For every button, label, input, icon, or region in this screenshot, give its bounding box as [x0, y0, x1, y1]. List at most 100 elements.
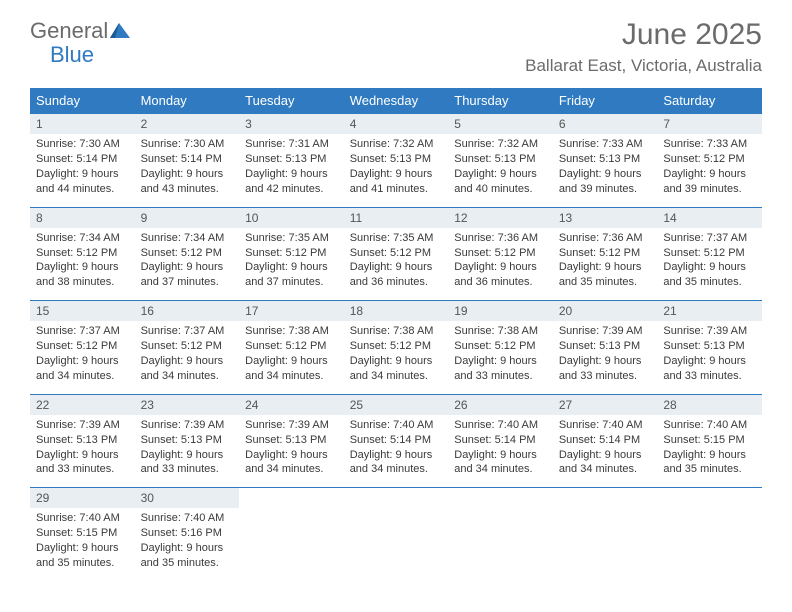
sunrise-text: Sunrise: 7:39 AM [141, 418, 234, 433]
day-number: 10 [239, 208, 344, 228]
day-number: 14 [657, 208, 762, 228]
daylight-text-2: and 38 minutes. [36, 275, 129, 290]
day-cell: 13Sunrise: 7:36 AMSunset: 5:12 PMDayligh… [553, 207, 658, 301]
location: Ballarat East, Victoria, Australia [525, 56, 762, 76]
sunrise-text: Sunrise: 7:39 AM [36, 418, 129, 433]
daylight-text-1: Daylight: 9 hours [663, 354, 756, 369]
sunset-text: Sunset: 5:12 PM [141, 246, 234, 261]
sunset-text: Sunset: 5:13 PM [350, 152, 443, 167]
daylight-text-1: Daylight: 9 hours [559, 167, 652, 182]
sunset-text: Sunset: 5:13 PM [245, 433, 338, 448]
day-number: 18 [344, 301, 449, 321]
day-number: 29 [30, 488, 135, 508]
sunrise-text: Sunrise: 7:39 AM [559, 324, 652, 339]
weekday-header-row: Sunday Monday Tuesday Wednesday Thursday… [30, 88, 762, 114]
daylight-text-2: and 33 minutes. [141, 462, 234, 477]
daylight-text-2: and 34 minutes. [36, 369, 129, 384]
logo-blue-row: Blue [50, 42, 94, 68]
daylight-text-2: and 34 minutes. [454, 462, 547, 477]
sunset-text: Sunset: 5:13 PM [245, 152, 338, 167]
sunset-text: Sunset: 5:15 PM [663, 433, 756, 448]
sunset-text: Sunset: 5:12 PM [36, 246, 129, 261]
sunset-text: Sunset: 5:13 PM [141, 433, 234, 448]
sunrise-text: Sunrise: 7:34 AM [36, 231, 129, 246]
weekday-header: Wednesday [344, 88, 449, 114]
day-cell: 23Sunrise: 7:39 AMSunset: 5:13 PMDayligh… [135, 394, 240, 488]
day-cell: 19Sunrise: 7:38 AMSunset: 5:12 PMDayligh… [448, 301, 553, 395]
daylight-text-1: Daylight: 9 hours [36, 448, 129, 463]
sunrise-text: Sunrise: 7:40 AM [663, 418, 756, 433]
daylight-text-1: Daylight: 9 hours [245, 354, 338, 369]
daylight-text-1: Daylight: 9 hours [245, 260, 338, 275]
daylight-text-2: and 41 minutes. [350, 182, 443, 197]
day-number: 5 [448, 114, 553, 134]
daylight-text-1: Daylight: 9 hours [350, 354, 443, 369]
sunrise-text: Sunrise: 7:40 AM [36, 511, 129, 526]
weekday-header: Friday [553, 88, 658, 114]
day-number: 17 [239, 301, 344, 321]
daylight-text-1: Daylight: 9 hours [36, 260, 129, 275]
sunrise-text: Sunrise: 7:38 AM [350, 324, 443, 339]
sunset-text: Sunset: 5:14 PM [141, 152, 234, 167]
page-header: General June 2025 Ballarat East, Victori… [0, 0, 792, 82]
daylight-text-2: and 37 minutes. [245, 275, 338, 290]
daylight-text-2: and 35 minutes. [663, 462, 756, 477]
daylight-text-2: and 35 minutes. [559, 275, 652, 290]
daylight-text-1: Daylight: 9 hours [141, 354, 234, 369]
daylight-text-2: and 34 minutes. [559, 462, 652, 477]
day-number: 23 [135, 395, 240, 415]
day-cell: 14Sunrise: 7:37 AMSunset: 5:12 PMDayligh… [657, 207, 762, 301]
daylight-text-1: Daylight: 9 hours [454, 448, 547, 463]
logo: General [30, 18, 132, 44]
day-number: 27 [553, 395, 658, 415]
logo-triangle-icon [110, 20, 130, 43]
day-number: 20 [553, 301, 658, 321]
daylight-text-2: and 35 minutes. [663, 275, 756, 290]
day-cell: 28Sunrise: 7:40 AMSunset: 5:15 PMDayligh… [657, 394, 762, 488]
day-number: 11 [344, 208, 449, 228]
day-number: 19 [448, 301, 553, 321]
daylight-text-2: and 33 minutes. [36, 462, 129, 477]
sunrise-text: Sunrise: 7:39 AM [663, 324, 756, 339]
sunrise-text: Sunrise: 7:37 AM [36, 324, 129, 339]
daylight-text-2: and 39 minutes. [663, 182, 756, 197]
daylight-text-1: Daylight: 9 hours [663, 167, 756, 182]
calendar-body: 1Sunrise: 7:30 AMSunset: 5:14 PMDaylight… [30, 114, 762, 581]
day-cell: 10 Sunrise: 7:35 AMSunset: 5:12 PMDayligh… [239, 207, 344, 301]
calendar-row: 22Sunrise: 7:39 AMSunset: 5:13 PMDayligh… [30, 394, 762, 488]
weekday-header: Saturday [657, 88, 762, 114]
sunrise-text: Sunrise: 7:40 AM [454, 418, 547, 433]
day-number: 1 [30, 114, 135, 134]
daylight-text-2: and 34 minutes. [350, 369, 443, 384]
day-cell: 6Sunrise: 7:33 AMSunset: 5:13 PMDaylight… [553, 114, 658, 208]
sunset-text: Sunset: 5:12 PM [245, 246, 338, 261]
daylight-text-2: and 35 minutes. [141, 556, 234, 571]
day-cell: 9Sunrise: 7:34 AMSunset: 5:12 PMDaylight… [135, 207, 240, 301]
daylight-text-1: Daylight: 9 hours [454, 260, 547, 275]
sunset-text: Sunset: 5:14 PM [559, 433, 652, 448]
daylight-text-1: Daylight: 9 hours [245, 448, 338, 463]
day-cell: 7Sunrise: 7:33 AMSunset: 5:12 PMDaylight… [657, 114, 762, 208]
day-cell [553, 488, 658, 581]
day-number: 25 [344, 395, 449, 415]
weekday-header: Tuesday [239, 88, 344, 114]
day-number: 30 [135, 488, 240, 508]
calendar-row: 15Sunrise: 7:37 AMSunset: 5:12 PMDayligh… [30, 301, 762, 395]
day-number: 13 [553, 208, 658, 228]
daylight-text-2: and 33 minutes. [559, 369, 652, 384]
daylight-text-1: Daylight: 9 hours [350, 448, 443, 463]
daylight-text-1: Daylight: 9 hours [559, 260, 652, 275]
day-cell: 30Sunrise: 7:40 AMSunset: 5:16 PMDayligh… [135, 488, 240, 581]
day-cell: 5Sunrise: 7:32 AMSunset: 5:13 PMDaylight… [448, 114, 553, 208]
sunset-text: Sunset: 5:12 PM [663, 152, 756, 167]
sunset-text: Sunset: 5:12 PM [454, 339, 547, 354]
sunrise-text: Sunrise: 7:35 AM [245, 231, 338, 246]
sunset-text: Sunset: 5:14 PM [454, 433, 547, 448]
day-cell [448, 488, 553, 581]
daylight-text-2: and 44 minutes. [36, 182, 129, 197]
day-cell [239, 488, 344, 581]
daylight-text-1: Daylight: 9 hours [141, 167, 234, 182]
month-title: June 2025 [525, 18, 762, 52]
day-cell: 8Sunrise: 7:34 AMSunset: 5:12 PMDaylight… [30, 207, 135, 301]
day-cell: 20Sunrise: 7:39 AMSunset: 5:13 PMDayligh… [553, 301, 658, 395]
